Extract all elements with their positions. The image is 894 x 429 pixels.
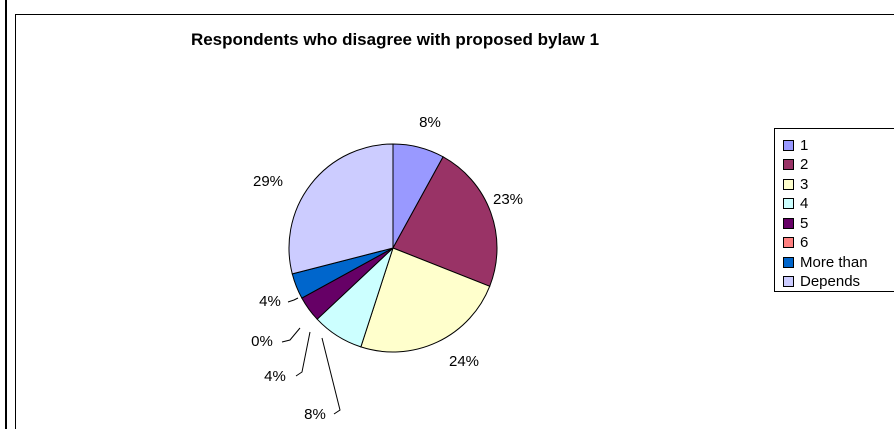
pie-slices: [288, 143, 498, 353]
chart-title: Respondents who disagree with proposed b…: [190, 30, 600, 49]
data-label-1: 23%: [493, 191, 523, 208]
legend-item-depends: Depends: [783, 272, 860, 292]
legend-label: More than: [800, 253, 868, 271]
data-label-3: 8%: [304, 406, 326, 423]
frame-left-border: [5, 0, 7, 429]
legend-item-2: 2: [783, 155, 808, 175]
legend-label: 6: [800, 234, 809, 251]
pie-slice-3: [360, 247, 491, 353]
data-label-0: 8%: [419, 114, 441, 131]
leader-line-3: [321, 337, 341, 415]
legend-label: 2: [800, 156, 809, 173]
data-label-4: 4%: [264, 368, 286, 385]
legend-label: 1: [800, 136, 809, 154]
legend-label: 5: [800, 214, 809, 232]
data-label-6: 4%: [259, 293, 281, 310]
legend-swatch: [783, 256, 794, 268]
legend-item-1: 1: [783, 135, 808, 155]
legend-item-6: 6: [783, 233, 808, 253]
legend-item-4: 4: [783, 194, 808, 214]
pie-slice-depends: [288, 143, 394, 275]
legend-swatch: [783, 237, 794, 248]
legend-item-more-than: More than: [783, 252, 868, 272]
data-labels: 8% 23% 24% 8% 4% 0% 4% 29%: [251, 114, 523, 423]
pie-slice-2: [392, 156, 498, 287]
legend-swatch: [783, 159, 794, 170]
data-label-2: 24%: [449, 353, 479, 370]
leader-line-5: [281, 327, 301, 343]
legend-label: Depends: [800, 273, 861, 290]
legend: 1 2 3 4 5 6 More than Depends: [774, 128, 894, 292]
legend-swatch: [783, 217, 794, 229]
leader-line-6: [287, 297, 299, 303]
leader-line-4: [295, 331, 311, 377]
legend-label: 3: [800, 175, 809, 193]
leader-lines: [281, 297, 341, 415]
chart-area: [15, 14, 894, 429]
legend-swatch: [783, 139, 794, 151]
legend-label: 4: [800, 195, 809, 212]
legend-swatch: [783, 198, 794, 209]
data-label-7: 29%: [253, 173, 283, 190]
legend-item-3: 3: [783, 174, 808, 194]
data-label-5: 0%: [251, 333, 273, 350]
legend-swatch: [783, 178, 794, 190]
legend-swatch: [783, 276, 794, 287]
legend-item-5: 5: [783, 213, 808, 233]
